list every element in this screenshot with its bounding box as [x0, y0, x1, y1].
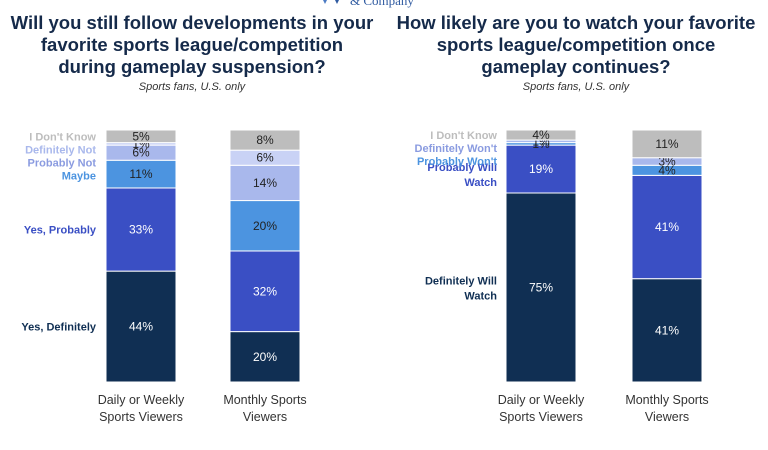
legend-label: Yes, Definitely	[21, 322, 96, 334]
bar-segment-0-0	[505, 192, 577, 383]
bar-segment-0-1	[229, 331, 301, 383]
category-label: Viewers	[645, 410, 689, 424]
legend-label: Definitely Not	[25, 144, 96, 156]
chart-subtitle: Sports fans, U.S. only	[138, 81, 246, 93]
legend-label: Definitely Will	[425, 276, 497, 288]
bar-segment-3-1	[229, 164, 301, 202]
legend-label: Probably Will	[427, 162, 497, 174]
data-label: 32%	[253, 284, 277, 298]
legend-label: Maybe	[62, 170, 96, 182]
data-label: 6%	[256, 151, 274, 165]
category-label: Sports Viewers	[499, 410, 583, 424]
data-label: 5%	[132, 129, 150, 143]
data-label: 6%	[132, 146, 150, 160]
chart-subtitle: Sports fans, U.S. only	[522, 81, 630, 93]
chart-title: How likely are you to watch your favorit…	[396, 12, 756, 77]
bar-segment-1-0	[105, 187, 177, 272]
legend-label: I Don't Know	[29, 131, 96, 143]
data-label: 4%	[532, 128, 550, 142]
data-label: 41%	[655, 220, 679, 234]
bar-segment-4-1	[631, 129, 703, 159]
category-label: Daily or Weekly	[98, 393, 185, 407]
logo-text: & Company	[350, 0, 414, 8]
legend-label: Yes, Probably	[24, 225, 97, 237]
data-label: 75%	[529, 281, 553, 295]
data-label: 4%	[658, 163, 676, 177]
bar-segment-0-1	[631, 278, 703, 383]
bar-segment-2-1	[229, 200, 301, 252]
bar-segment-4-0	[505, 129, 577, 141]
data-label: 8%	[256, 133, 274, 147]
data-label: 11%	[129, 167, 152, 181]
data-label: 44%	[129, 320, 153, 334]
data-label: 19%	[529, 162, 553, 176]
category-label: Daily or Weekly	[498, 393, 585, 407]
category-label: Monthly Sports	[223, 393, 306, 407]
data-label: 20%	[253, 350, 277, 364]
bar-segment-1-1	[229, 250, 301, 333]
legend-label: I Don't Know	[430, 130, 497, 142]
legend-label: Probably Not	[28, 157, 97, 169]
chart-panel-follow-developments: Will you still follow developments in yo…	[10, 12, 374, 424]
data-label: 41%	[655, 323, 679, 337]
data-label: 20%	[253, 219, 277, 233]
legend-label: Watch	[464, 177, 497, 189]
chart-panel-watch-likelihood: How likely are you to watch your favorit…	[384, 0, 768, 450]
logo-mark-icon	[323, 0, 339, 4]
category-label: Monthly Sports	[625, 393, 708, 407]
data-label: 14%	[253, 176, 277, 190]
legend-label: Watch	[464, 291, 497, 303]
chart-title: Will you still follow developments in yo…	[10, 12, 374, 77]
bar-segment-1-1	[631, 174, 703, 280]
category-label: Viewers	[243, 410, 287, 424]
data-label: 11%	[655, 137, 678, 151]
bar-segment-5-0	[105, 129, 177, 144]
bar-segment-5-1	[229, 129, 301, 151]
legend-label: Probably Won't	[417, 156, 497, 168]
data-label: 33%	[129, 223, 153, 237]
bar-segment-0-0	[105, 270, 177, 383]
category-label: Sports Viewers	[99, 410, 183, 424]
company-logo: & Company	[320, 0, 430, 10]
legend-label: Definitely Won't	[415, 143, 498, 155]
